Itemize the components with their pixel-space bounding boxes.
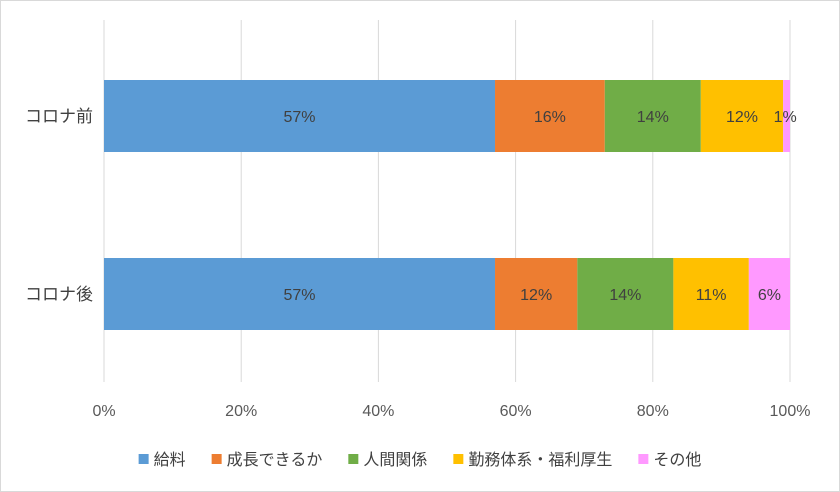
data-label: 57%: [283, 287, 315, 304]
data-label: 11%: [696, 287, 727, 304]
bar-segment: [104, 80, 496, 152]
x-tick-label: 0%: [92, 403, 115, 420]
legend-label: 人間関係: [363, 451, 427, 469]
bar-segment: [604, 80, 701, 152]
legend-swatch: [638, 454, 649, 464]
x-tick-label: 80%: [637, 403, 669, 420]
bar-segment: [495, 258, 578, 330]
legend-label: 勤務体系・福利厚生: [468, 451, 612, 469]
bar-segment: [748, 258, 790, 330]
category-label: コロナ後: [25, 285, 93, 304]
category-label: コロナ前: [25, 107, 93, 126]
x-tick-label: 20%: [225, 403, 257, 420]
legend-swatch: [348, 454, 359, 464]
data-label: 12%: [520, 287, 552, 304]
legend-swatch: [138, 454, 149, 464]
bar-segment: [673, 258, 749, 330]
data-label: 6%: [758, 287, 781, 304]
bar-segment: [577, 258, 674, 330]
data-label: 12%: [726, 109, 758, 126]
x-tick-label: 40%: [362, 403, 394, 420]
x-axis-ticks: 0% 20% 40% 60% 80% 100%: [92, 403, 810, 420]
bar-segment: [783, 80, 790, 152]
legend-label: 給料: [154, 451, 186, 469]
bar-segment: [700, 80, 784, 152]
legend-swatch: [453, 454, 464, 464]
data-label: 57%: [283, 109, 315, 126]
bar-segment: [495, 80, 605, 152]
legend: 給料 成長できるか 人間関係 勤務体系・福利厚生 その他: [138, 451, 701, 469]
x-tick-label: 60%: [500, 403, 532, 420]
legend-label: その他: [653, 451, 701, 469]
data-label: 14%: [609, 287, 641, 304]
data-label: 1%: [774, 109, 797, 126]
data-labels: 57% 16% 14% 12% 1% 57% 12% 14% 11% 6%: [283, 109, 796, 304]
bar-segment: [104, 258, 496, 330]
legend-label: 成長できるか: [227, 451, 323, 469]
bars: [104, 80, 790, 330]
data-label: 14%: [637, 109, 669, 126]
data-label: 16%: [534, 109, 566, 126]
legend-swatch: [211, 454, 222, 464]
x-tick-label: 100%: [770, 403, 811, 420]
